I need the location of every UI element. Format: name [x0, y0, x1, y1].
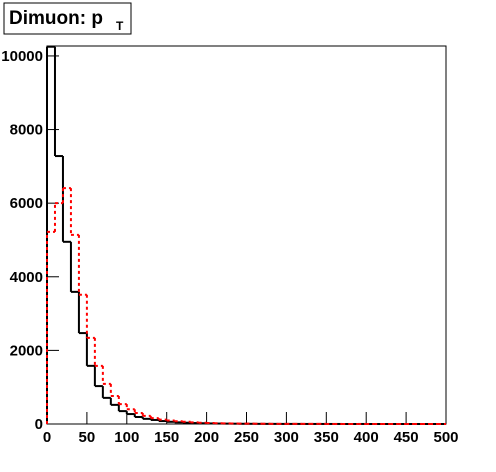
title-box	[3, 2, 132, 35]
x-tick-label: 350	[314, 429, 339, 446]
x-tick-label: 100	[114, 429, 139, 446]
x-tick-label: 0	[43, 429, 51, 446]
x-tick-label: 250	[234, 429, 259, 446]
y-tick-label: 10000	[1, 48, 43, 65]
x-tick-label: 300	[274, 429, 299, 446]
x-tick-label: 400	[354, 429, 379, 446]
plot-frame	[46, 45, 447, 425]
y-tick-label: 2000	[10, 342, 43, 359]
chart-title: Dimuon: p	[9, 8, 103, 29]
y-tick-label: 6000	[10, 195, 43, 212]
y-tick-label: 0	[35, 416, 43, 433]
x-tick-label: 200	[194, 429, 219, 446]
x-tick-label: 450	[394, 429, 419, 446]
y-tick-label: 4000	[10, 269, 43, 286]
x-tick-label: 50	[79, 429, 96, 446]
y-tick-label: 8000	[10, 122, 43, 139]
x-tick-label: 500	[433, 429, 458, 446]
chart-title-subscript: T	[116, 19, 124, 33]
x-tick-label: 150	[154, 429, 179, 446]
